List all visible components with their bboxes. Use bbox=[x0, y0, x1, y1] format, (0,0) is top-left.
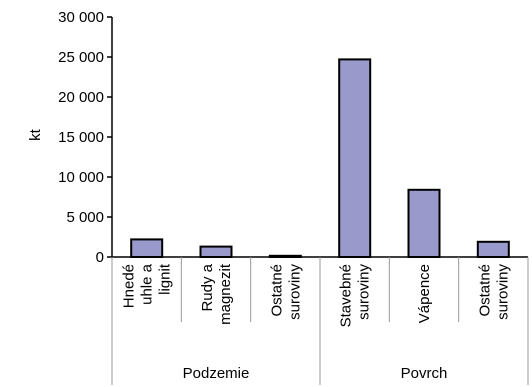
category-label-2-0: Ostatné bbox=[268, 264, 285, 317]
y-tick-label-4: 20 000 bbox=[58, 89, 104, 106]
category-label-0-0: Hnedé bbox=[121, 264, 138, 308]
y-tick-label-1: 5 000 bbox=[66, 209, 104, 226]
category-label-1-0: Rudy a bbox=[199, 263, 216, 311]
category-label-4-0: Vápence bbox=[416, 264, 433, 323]
y-tick-label-5: 25 000 bbox=[58, 49, 104, 66]
group-label-0: Podzemie bbox=[183, 365, 250, 382]
y-tick-label-2: 10 000 bbox=[58, 169, 104, 186]
labels-group: 0 5 000 10 000 15 000 20 000 25 000 30 000 kt Hn… bbox=[27, 9, 511, 382]
category-label-3-1: suroviny bbox=[356, 264, 373, 320]
category-label-0-2: lignit bbox=[157, 263, 174, 295]
group-label-1: Povrch bbox=[401, 365, 448, 382]
category-label-3-0: Stavebné bbox=[338, 264, 355, 327]
y-tick-label-3: 15 000 bbox=[58, 129, 104, 146]
bar-4 bbox=[407, 188, 441, 258]
category-label-2-1: suroviny bbox=[286, 264, 303, 320]
bar-3 bbox=[338, 58, 372, 259]
y-tick-label-0: 0 bbox=[96, 249, 104, 266]
y-axis-title: kt bbox=[27, 128, 44, 141]
bars-group bbox=[130, 58, 510, 259]
category-label-0-1: uhle a bbox=[139, 263, 156, 305]
y-tick-label-6: 30 000 bbox=[58, 9, 104, 26]
bar-1 bbox=[199, 245, 233, 259]
bar-5 bbox=[476, 240, 510, 259]
bar-0 bbox=[130, 238, 164, 258]
axes-group bbox=[107, 16, 529, 385]
category-label-5-1: suroviny bbox=[494, 264, 511, 320]
category-label-5-0: Ostatné bbox=[476, 264, 493, 317]
category-label-1-1: magnezit bbox=[217, 263, 234, 325]
